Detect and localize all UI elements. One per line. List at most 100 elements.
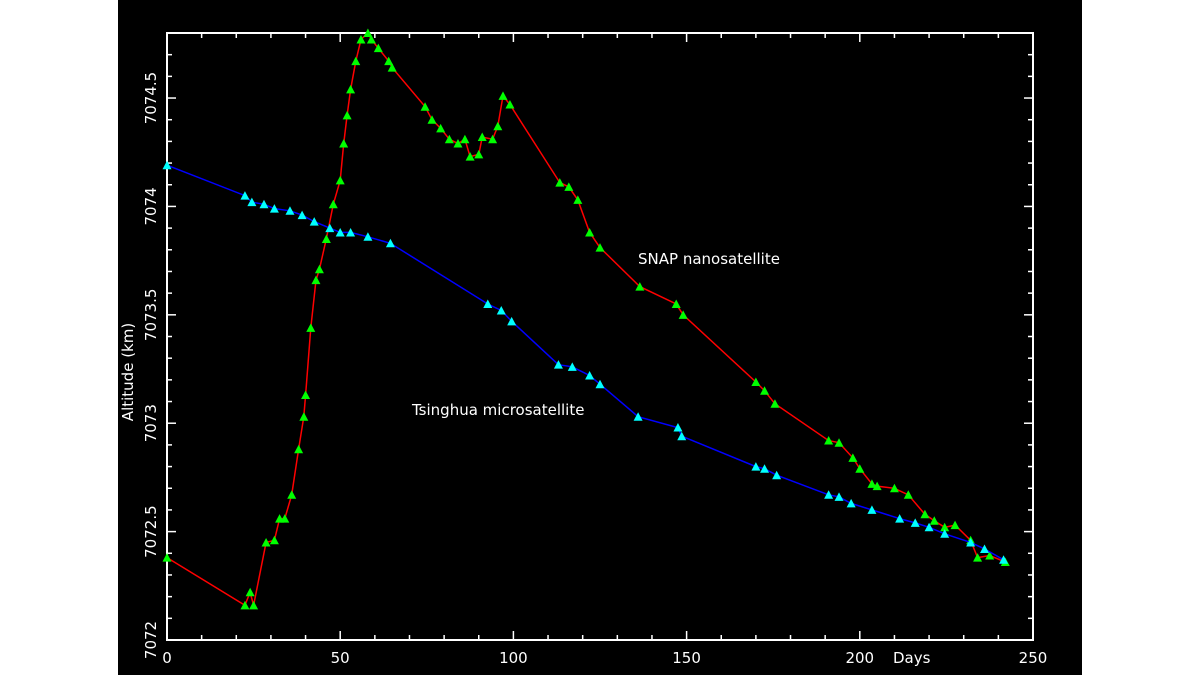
data-point-triangle (297, 210, 307, 220)
data-point-triangle (356, 35, 366, 44)
data-point-triangle (940, 529, 950, 538)
x-tick-label: 150 (672, 649, 701, 667)
data-point-triangle (162, 160, 172, 170)
data-point-triangle (496, 305, 506, 315)
data-point-triangle (505, 100, 515, 109)
data-point-triangle (595, 243, 605, 252)
data-point-triangle (249, 600, 259, 610)
data-point-triangle (346, 227, 356, 237)
data-point-triangle (950, 520, 960, 530)
data-point-triangle (363, 28, 373, 37)
data-point-triangle (673, 423, 683, 432)
data-point-triangle (301, 390, 311, 400)
data-point-triangle (585, 371, 595, 380)
data-point-triangle (285, 206, 295, 215)
data-point-triangle (384, 56, 394, 66)
data-point-triangle (363, 232, 373, 241)
data-point-triangle (678, 310, 688, 319)
data-point-triangle (311, 275, 321, 285)
data-point-triangle (465, 152, 475, 161)
x-tick-label: 200 (845, 649, 874, 667)
x-tick-label: 0 (162, 649, 172, 667)
x-tick-label: 100 (499, 649, 528, 667)
data-point-triangle (328, 199, 338, 209)
data-point-triangle (940, 522, 950, 532)
axes: 0 50 100 150 200 250 7072 7072.5 7073 7073.5 7074 7… (142, 32, 1047, 667)
data-point-triangle (339, 139, 349, 148)
x-tick-label: 50 (331, 649, 350, 667)
data-point-triangle (309, 217, 319, 226)
data-point-triangle (834, 438, 844, 447)
data-point-triangle (760, 464, 770, 473)
plot-frame (166, 32, 1034, 641)
data-point-triangle (564, 182, 574, 191)
data-point-triangle (474, 149, 484, 159)
data-point-triangle (453, 139, 463, 148)
data-point-triangle (162, 553, 172, 562)
data-point-triangle (867, 479, 877, 488)
data-point-triangle (335, 227, 345, 237)
data-point-triangle (999, 555, 1009, 564)
y-tick-label: 7073 (142, 404, 160, 442)
data-point-triangle (427, 115, 437, 124)
data-point-triangle (555, 178, 565, 187)
y-tick-label: 7073.5 (142, 289, 160, 342)
data-point-triangle (553, 360, 563, 369)
data-point-triangle (671, 299, 681, 308)
data-point-triangle (436, 123, 446, 133)
data-point-triangle (287, 490, 297, 499)
data-point-triangle (973, 553, 983, 562)
y-tick-label: 7074.5 (142, 72, 160, 125)
data-point-triangle (314, 264, 324, 274)
series-line (166, 31, 1006, 607)
data-point-triangle (247, 197, 257, 207)
y-tick-label: 7072 (142, 621, 160, 659)
data-point-triangle (507, 316, 517, 326)
series-line (166, 164, 1004, 561)
data-point-triangle (751, 377, 761, 387)
y-tick-label: 7074 (142, 187, 160, 225)
chart-panel (118, 0, 1082, 675)
data-point-triangle (483, 299, 493, 308)
data-point-triangle (366, 35, 376, 44)
data-point-triangle (280, 514, 290, 523)
data-point-triangle (677, 431, 687, 441)
data-point-triangle (420, 102, 430, 111)
data-point-triangle (373, 43, 383, 53)
data-point-triangle (488, 134, 498, 144)
data-point-triangle (889, 483, 899, 493)
data-point-triangle (929, 516, 939, 525)
data-point-triangle (306, 323, 316, 332)
series-snap (162, 28, 1010, 610)
data-point-triangle (824, 436, 834, 445)
data-point-triangle (848, 453, 858, 462)
data-point-triangle (240, 600, 250, 610)
y-axis-label: Altitude (km) (119, 323, 137, 421)
annotation-tsinghua: Tsinghua microsatellite (411, 401, 584, 419)
data-point-triangle (342, 110, 352, 120)
data-point-triangle (980, 544, 990, 553)
data-point-triangle (770, 399, 780, 408)
data-point-triangle (595, 379, 605, 389)
data-point-triangle (245, 587, 255, 597)
data-point-triangle (924, 522, 934, 532)
data-point-triangle (240, 191, 250, 200)
annotation-snap: SNAP nanosatellite (638, 250, 780, 268)
data-point-triangle (321, 234, 331, 243)
x-axis-label: Days (893, 649, 931, 667)
data-point-triangle (895, 514, 905, 523)
data-point-triangle (585, 227, 595, 237)
data-point-triangle (635, 282, 645, 291)
data-point-triangle (259, 199, 269, 209)
data-point-triangle (335, 175, 345, 185)
data-point-triangle (498, 91, 508, 100)
data-point-triangle (867, 505, 877, 514)
data-point-triangle (772, 470, 782, 480)
y-tick-label: 7072.5 (142, 505, 160, 558)
data-point-triangle (351, 56, 361, 66)
data-point-triangle (573, 195, 583, 204)
data-point-triangle (493, 121, 503, 131)
data-point-triangle (346, 84, 356, 94)
series-layer (162, 28, 1010, 610)
